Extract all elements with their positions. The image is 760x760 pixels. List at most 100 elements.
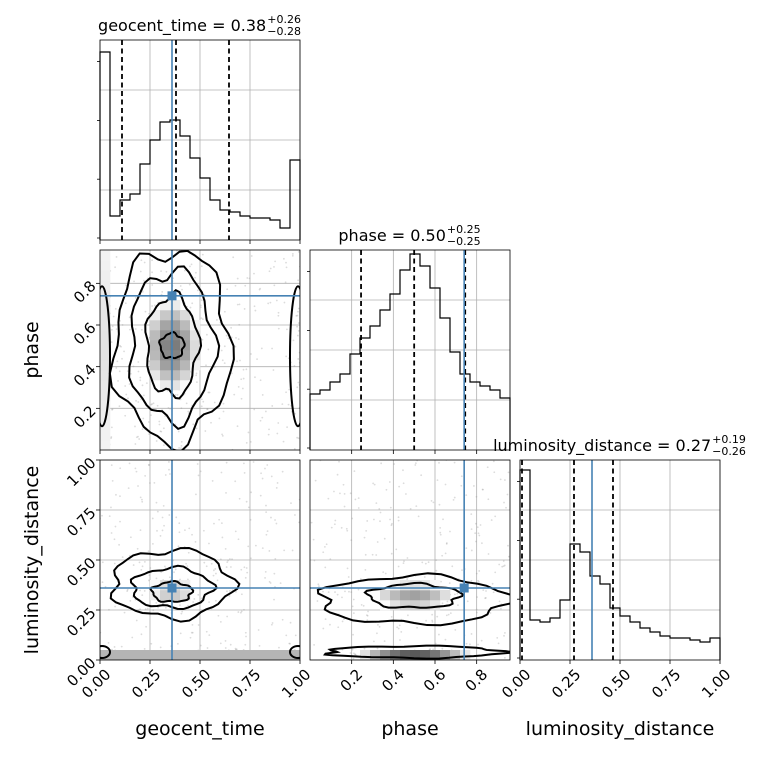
density-cell [180,370,191,381]
sample-point [432,648,435,651]
sample-point [214,599,217,602]
sample-point [273,572,276,575]
sample-point [110,436,113,438]
density-cell [430,650,441,660]
sample-point [498,563,501,566]
sample-point [160,270,162,273]
sample-point [376,632,378,635]
sample-point [423,576,426,578]
sample-point [469,643,471,646]
sample-point [132,365,135,368]
sample-point [161,516,164,519]
sample-point [244,631,247,634]
title-median: 0.38 [231,16,267,35]
sample-point [195,381,198,384]
xtick-label-geocent_time: 0.25 [128,666,164,702]
sample-point [487,553,490,555]
sample-point [186,565,189,568]
ytick-label-luminosity_distance: 1.00 [63,454,99,490]
sample-point [297,358,300,360]
sample-point [244,576,247,579]
sample-point [481,488,484,491]
sample-point [274,519,276,521]
density-cell [140,350,151,361]
sample-point [363,536,366,539]
sample-point [159,535,162,537]
sample-point [173,571,175,574]
sample-point [407,614,409,617]
sample-point [228,595,231,597]
sample-point [339,492,341,495]
xtick-label-phase: 0.6 [420,666,450,696]
density-cell [180,320,191,331]
ytick-label-luminosity_distance: 0.25 [63,604,99,640]
sample-point [220,471,223,474]
sample-point [282,440,285,443]
contour-2 [109,546,241,623]
sample-point [141,384,144,387]
density-cell [100,650,111,660]
sample-point [253,408,256,411]
sample-point [138,438,141,440]
sample-point [351,517,354,520]
sample-point [314,479,317,482]
density-cell [170,380,181,391]
density-cell [160,340,171,351]
sample-point [218,417,221,420]
sample-point [360,603,363,606]
hist-panel-geocent_time: geocent_time = 0.38 +0.26−0.28 [97,13,301,241]
sample-point [196,463,199,465]
sample-point [297,329,300,332]
xtick-label-luminosity_distance: 0.50 [598,666,634,702]
sample-point [156,510,159,513]
sample-point [111,408,114,411]
sample-point [140,328,143,331]
sample-point [453,496,456,499]
sample-point [454,629,457,631]
sample-point [101,514,103,517]
sample-point [490,519,493,521]
sample-point [153,304,156,307]
sample-point [138,561,141,564]
hist-grid-luminosity_distance [519,460,721,660]
sample-point [132,564,135,566]
density-cell [100,350,111,361]
sample-point [274,557,277,560]
sample-point [377,623,379,626]
density-cell [130,650,141,660]
sample-point [145,382,148,385]
density-cell [100,360,111,371]
sample-point [371,553,374,556]
sample-point [296,436,299,439]
sample-point [259,379,262,382]
sample-point [275,522,278,525]
sample-point [168,468,170,471]
sample-point [271,347,273,350]
density-cell [440,590,451,601]
panel-content [100,460,300,660]
density-cell [450,650,461,660]
sample-point [265,511,268,514]
sample-point [378,625,381,628]
sample-point [190,263,193,266]
title-plus-phase: +0.25 [447,223,481,236]
sample-point [164,474,167,476]
sample-point [274,260,277,263]
sample-point [243,566,246,569]
sample-point [343,492,346,495]
sample-point [348,590,350,593]
sample-point [148,482,151,484]
xtick-label-luminosity_distance: 0.25 [548,666,584,702]
sample-point [114,266,117,269]
sample-point [372,482,375,485]
sample-point [439,533,442,536]
sample-point [162,444,165,447]
density-cell [220,650,231,660]
sample-point [149,567,152,569]
panel-grid [310,460,510,660]
sample-point [390,615,393,618]
sample-point [264,570,267,573]
sample-point [494,515,497,518]
sample-point [436,479,439,482]
density-cell [170,370,181,381]
